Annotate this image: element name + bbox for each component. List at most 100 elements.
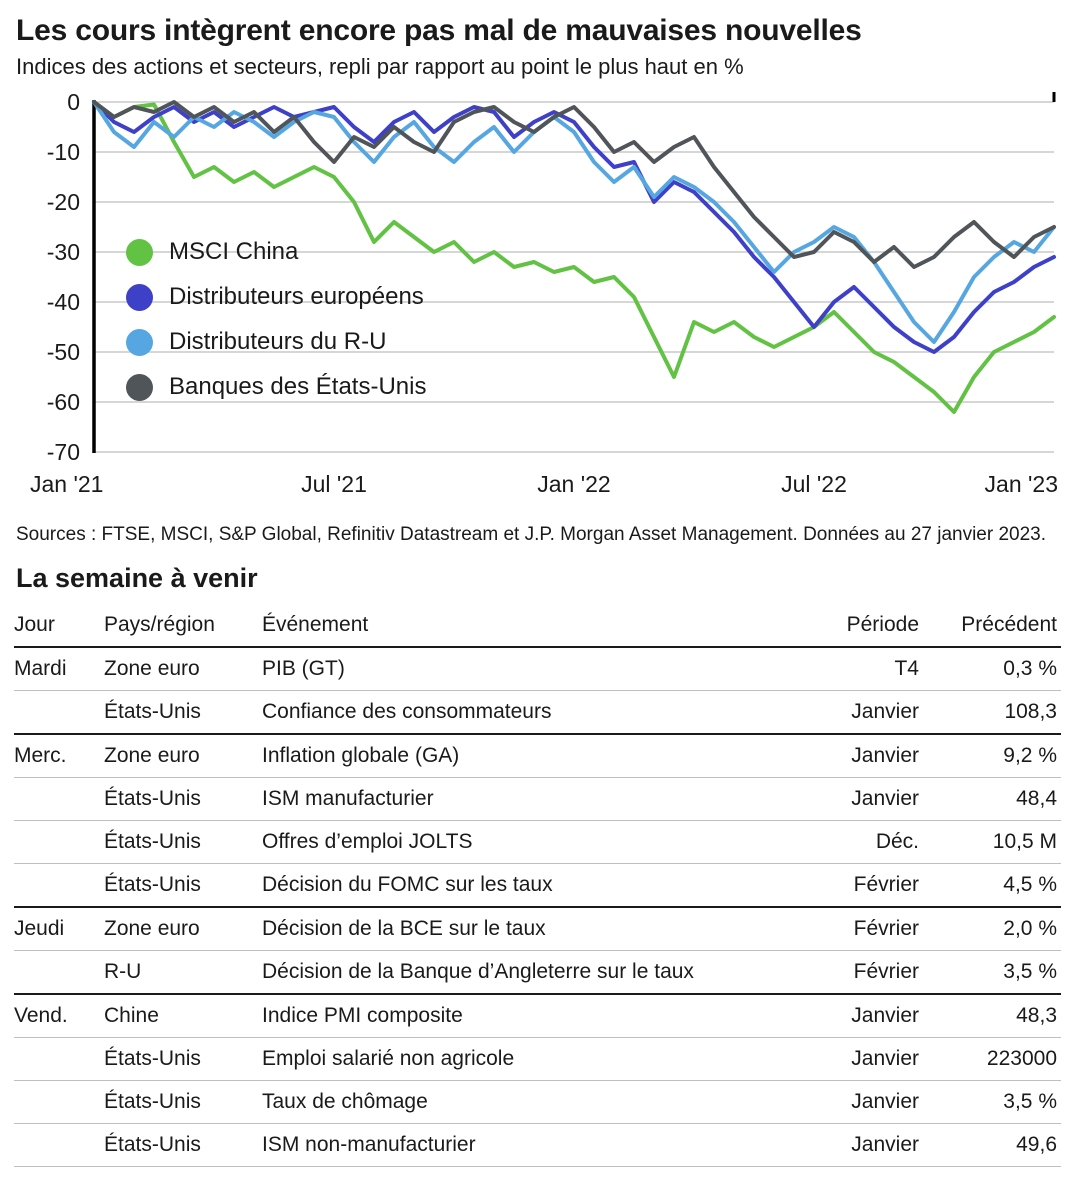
table-row: États-Unis ISM non-manufacturier Janvier…	[14, 1122, 1061, 1166]
table-row: Vend. Chine Indice PMI composite Janvier…	[14, 992, 1061, 1037]
table-row: États-Unis Confiance des consommateurs J…	[14, 689, 1061, 733]
cell-period: Février	[853, 959, 919, 983]
col-header-pays-region: Pays/région	[104, 612, 215, 636]
cell-event: Décision du FOMC sur les taux	[262, 872, 553, 896]
cell-event: ISM non-manufacturier	[262, 1132, 476, 1156]
cell-previous: 9,2 %	[1003, 743, 1057, 767]
legend-dot-blue-icon	[126, 283, 153, 311]
legend-label: Distributeurs du R-U	[169, 328, 387, 355]
cell-event: Confiance des consommateurs	[262, 699, 552, 723]
cell-event: Taux de chômage	[262, 1089, 428, 1113]
cell-event: Inflation globale (GA)	[262, 743, 460, 767]
svg-text:0: 0	[67, 90, 80, 115]
chart-legend: MSCI China Distributeurs européens Distr…	[126, 238, 426, 401]
chart-canvas: 0 -10 -20 -30 -40 -50 -60 -70 Jan '21 Jul '21 Jan …	[30, 89, 1058, 497]
table-row: R-U Décision de la Banque d’Angleterre s…	[14, 949, 1061, 993]
cell-previous: 4,5 %	[1003, 872, 1057, 896]
cell-region: États-Unis	[104, 1046, 201, 1070]
svg-text:-10: -10	[47, 139, 80, 165]
cell-region: Zone euro	[104, 656, 200, 680]
cell-event: Décision de la Banque d’Angleterre sur l…	[262, 959, 694, 983]
sources-note: Sources : FTSE, MSCI, S&P Global, Refini…	[16, 524, 1047, 545]
legend-dot-gray-icon	[126, 373, 153, 401]
legend-item-distributeurs-europeens: Distributeurs européens	[126, 283, 426, 311]
week-ahead-table: Jour Pays/région Événement Période Précé…	[14, 604, 1061, 1167]
svg-text:-20: -20	[47, 189, 80, 215]
cell-region: États-Unis	[104, 699, 201, 723]
table-row: Merc. Zone euro Inflation globale (GA) J…	[14, 732, 1061, 777]
week-ahead-title: La semaine à venir	[16, 562, 258, 593]
cell-period: Janvier	[851, 786, 919, 810]
page-title: Les cours intègrent encore pas mal de ma…	[16, 14, 862, 47]
cell-day: Jeudi	[14, 916, 65, 940]
cell-day: Vend.	[14, 1003, 68, 1027]
cell-previous: 223000	[986, 1046, 1057, 1070]
cell-day: Merc.	[14, 743, 67, 767]
cell-period: Janvier	[851, 1046, 919, 1070]
drawdown-chart: 0 -10 -20 -30 -40 -50 -60 -70 Jan '21 Jul '21 Jan …	[14, 89, 1061, 514]
col-header-evenement: Événement	[262, 612, 369, 636]
cell-region: États-Unis	[104, 872, 201, 896]
cell-previous: 0,3 %	[1003, 656, 1057, 680]
table-row: États-Unis Décision du FOMC sur les taux…	[14, 862, 1061, 906]
cell-event: Décision de la BCE sur le taux	[262, 916, 546, 940]
table-row: États-Unis ISM manufacturier Janvier 48,…	[14, 776, 1061, 820]
cell-previous: 3,5 %	[1003, 959, 1057, 983]
cell-period: Janvier	[851, 743, 919, 767]
col-header-jour: Jour	[14, 612, 55, 636]
col-header-precedent: Précédent	[961, 612, 1057, 636]
cell-period: Janvier	[851, 699, 919, 723]
cell-region: Zone euro	[104, 916, 200, 940]
legend-label: Distributeurs européens	[169, 283, 424, 310]
legend-label: Banques des États-Unis	[169, 373, 427, 400]
cell-previous: 3,5 %	[1003, 1089, 1057, 1113]
table-bottom-rule	[14, 1165, 1061, 1167]
legend-dot-green-icon	[126, 238, 153, 266]
svg-text:Jul '21: Jul '21	[301, 471, 367, 497]
legend-item-banques-etats-unis: Banques des États-Unis	[126, 373, 426, 401]
table-body: Mardi Zone euro PIB (GT) T4 0,3 % États-…	[14, 648, 1061, 1166]
svg-text:Jan '22: Jan '22	[537, 471, 610, 497]
cell-region: États-Unis	[104, 829, 201, 853]
cell-previous: 49,6	[1016, 1132, 1057, 1156]
cell-region: États-Unis	[104, 786, 201, 810]
cell-previous: 10,5 M	[992, 829, 1057, 853]
cell-previous: 48,4	[1016, 786, 1057, 810]
legend-item-msci-china: MSCI China	[126, 238, 426, 266]
cell-previous: 48,3	[1016, 1003, 1057, 1027]
cell-day: Mardi	[14, 656, 67, 680]
svg-text:Jan '23: Jan '23	[985, 471, 1058, 497]
svg-text:-40: -40	[47, 289, 80, 315]
svg-text:Jul '22: Jul '22	[781, 471, 847, 497]
cell-region: Zone euro	[104, 743, 200, 767]
cell-event: ISM manufacturier	[262, 786, 434, 810]
cell-region: États-Unis	[104, 1089, 201, 1113]
cell-previous: 108,3	[1004, 699, 1057, 723]
svg-text:-50: -50	[47, 339, 80, 365]
svg-text:Jan '21: Jan '21	[30, 471, 103, 497]
svg-text:-30: -30	[47, 239, 80, 265]
cell-period: Janvier	[851, 1089, 919, 1113]
table-row: États-Unis Emploi salarié non agricole J…	[14, 1036, 1061, 1080]
table-header-row: Jour Pays/région Événement Période Précé…	[14, 604, 1061, 648]
cell-region: États-Unis	[104, 1132, 201, 1156]
cell-period: Février	[853, 916, 919, 940]
cell-event: Indice PMI composite	[262, 1003, 463, 1027]
table-row: États-Unis Taux de chômage Janvier 3,5 %	[14, 1079, 1061, 1123]
page-subtitle: Indices des actions et secteurs, repli p…	[16, 54, 744, 79]
col-header-periode: Période	[846, 612, 919, 636]
table-row: États-Unis Offres d’emploi JOLTS Déc. 10…	[14, 819, 1061, 863]
cell-period: Janvier	[851, 1132, 919, 1156]
cell-previous: 2,0 %	[1003, 916, 1057, 940]
legend-dot-lightblue-icon	[126, 328, 153, 356]
legend-item-distributeurs-ru: Distributeurs du R-U	[126, 328, 426, 356]
svg-text:-60: -60	[47, 389, 80, 415]
legend-label: MSCI China	[169, 238, 299, 265]
cell-event: PIB (GT)	[262, 656, 345, 680]
cell-period: Février	[853, 872, 919, 896]
svg-text:-70: -70	[47, 439, 80, 465]
table-row: Mardi Zone euro PIB (GT) T4 0,3 %	[14, 648, 1061, 690]
cell-event: Emploi salarié non agricole	[262, 1046, 515, 1070]
cell-region: R-U	[104, 959, 142, 983]
